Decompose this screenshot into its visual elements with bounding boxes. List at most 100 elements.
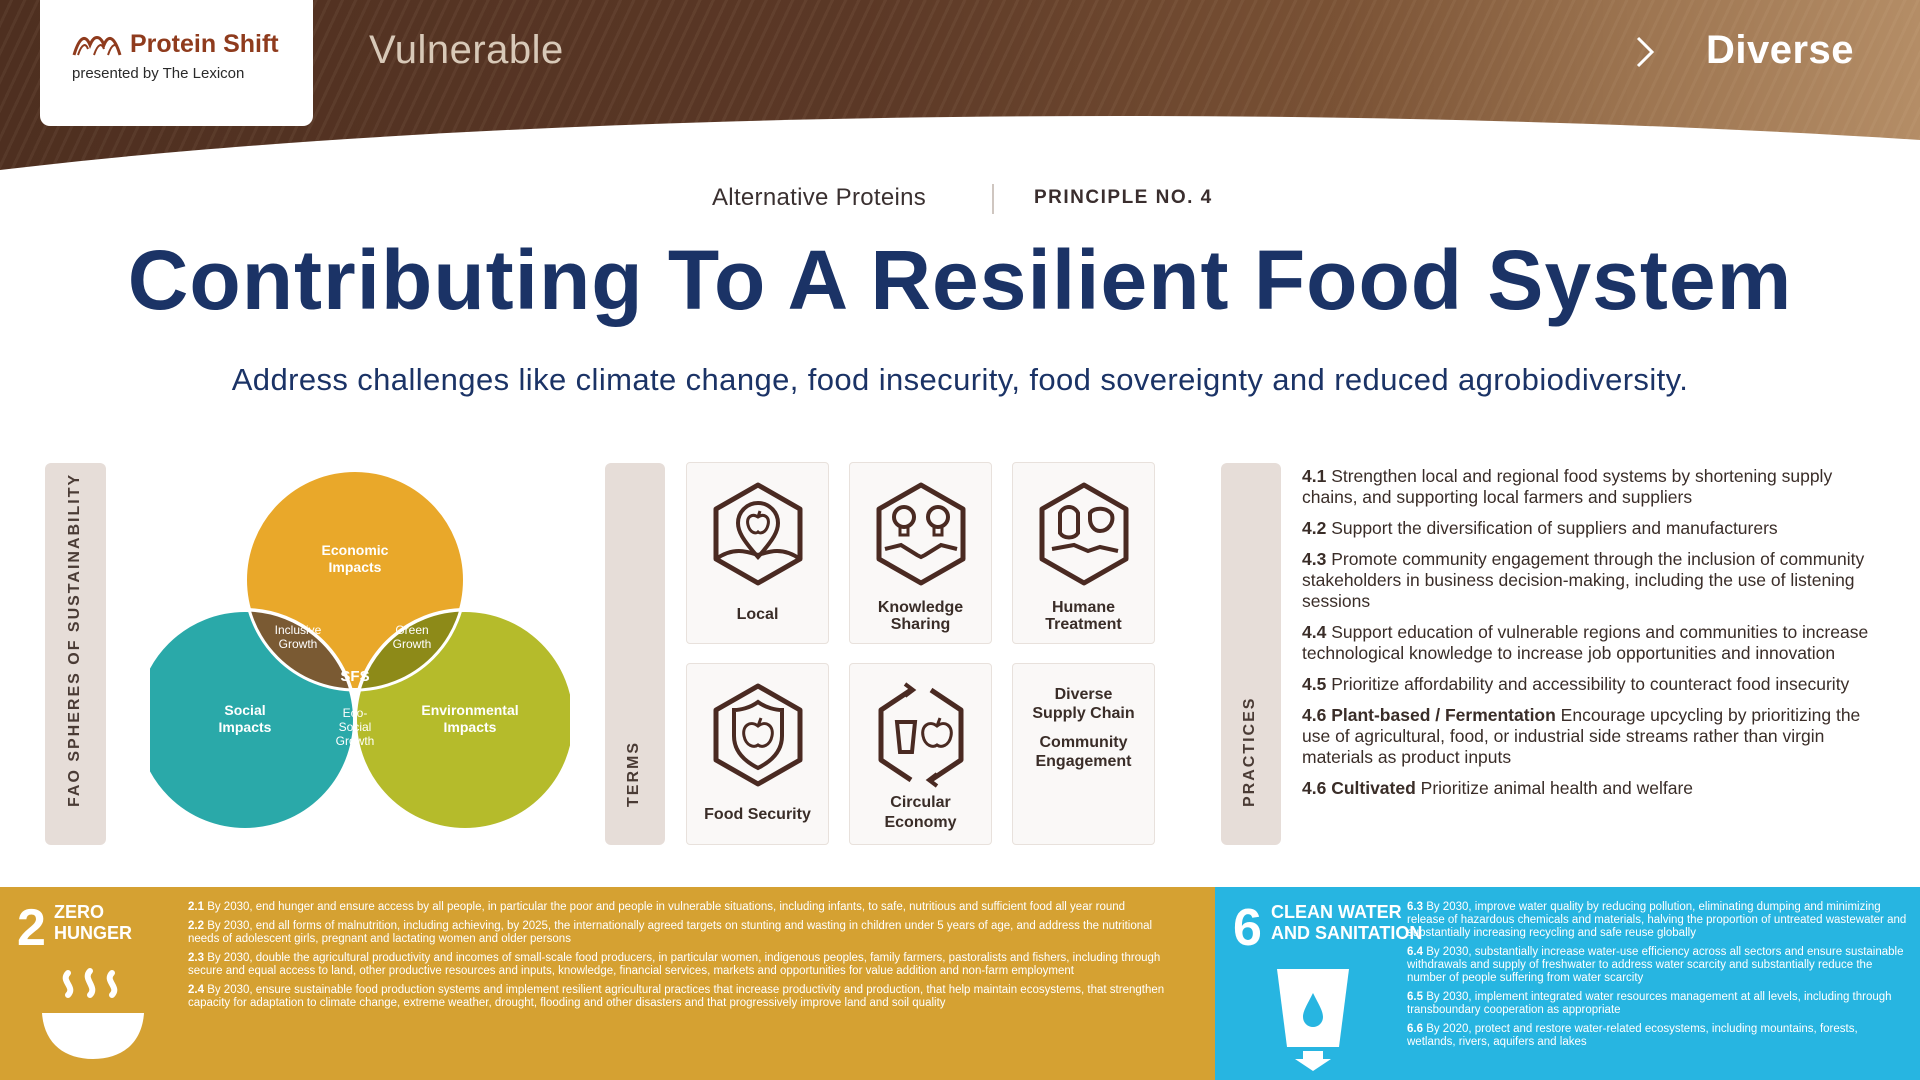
eco-social-label-2: Social [339, 720, 372, 734]
page-subtitle: Address challenges like climate change, … [231, 362, 1689, 397]
sdg6-target: 6.5 By 2030, implement integrated water … [1407, 991, 1892, 1016]
practice-item: 4.6 Plant-based / Fermentation Encourage… [1302, 705, 1861, 767]
water-glass-icon [1277, 969, 1349, 1071]
protein-shift-logo-icon [72, 35, 122, 55]
term-humane-treatment: Humane Treatment [1012, 462, 1155, 644]
svg-text:Economic: Economic [322, 542, 389, 558]
svg-text:Impacts: Impacts [444, 719, 497, 735]
inclusive-label-2: Growth [279, 637, 318, 651]
soup-bowl-icon [42, 968, 144, 1059]
environmental-label-1: Environmental [421, 702, 518, 718]
circular-economy-icon [878, 682, 964, 788]
sdg6-targets: 6.3 By 2030, improve water quality by re… [1407, 901, 1907, 1055]
practices-tab: PRACTICES [1221, 463, 1281, 845]
knowledge-sharing-icon [876, 482, 966, 586]
sdg6-target: 6.4 By 2030, substantially increase wate… [1407, 946, 1904, 984]
terms-tab-label: TERMS [625, 741, 642, 807]
practice-item: 4.6 Cultivated Prioritize animal health … [1302, 778, 1694, 798]
term-food-security-label: Food Security [704, 806, 811, 823]
header-wave [0, 116, 1920, 170]
social-label-1: Social [224, 702, 265, 718]
sdg6-panel: 6 CLEAN WATER AND SANITATION 6.3 By 2030… [1215, 887, 1920, 1080]
practices-list: 4.1 Strengthen local and regional food s… [1302, 466, 1882, 809]
term-humane-label-2: Treatment [1045, 616, 1122, 633]
sdg2-target: 2.2 By 2030, end all forms of malnutriti… [188, 920, 1153, 945]
sfs-label: SFS [340, 668, 369, 685]
shield-apple-icon [713, 683, 803, 787]
sdg6-target: 6.3 By 2030, improve water quality by re… [1407, 901, 1907, 939]
sdg2-target: 2.1 By 2030, end hunger and ensure acces… [188, 901, 1126, 913]
practices-tab-label: PRACTICES [1241, 696, 1258, 807]
social-label-2: Impacts [219, 719, 272, 735]
location-apple-icon [713, 482, 803, 586]
term-circular-label-2: Economy [884, 814, 957, 831]
svg-text:Inclusive: Inclusive [275, 623, 322, 637]
terms-tab: TERMS [605, 463, 665, 845]
term-knowledge-label-2: Sharing [890, 616, 951, 633]
green-label-2: Growth [393, 637, 432, 651]
sdg2-target: 2.4 By 2030, ensure sustainable food pro… [188, 984, 1165, 1009]
principle-label: PRINCIPLE NO. 4 [1034, 187, 1213, 208]
economic-label-2: Impacts [329, 559, 382, 575]
fao-venn-diagram: Economic Impacts Social Impacts Environm… [150, 470, 570, 830]
term-community-label-2: Engagement [1035, 753, 1132, 770]
eco-social-label-1: Eco- [343, 706, 368, 720]
divider [992, 184, 994, 214]
eco-social-label-3: Growth [336, 734, 375, 748]
term-knowledge-sharing: Knowledge Sharing [849, 462, 992, 644]
sdg6-number: 6 [1233, 899, 1262, 957]
svg-text:SFS: SFS [340, 668, 369, 685]
practice-item: 4.4 Support education of vulnerable regi… [1302, 622, 1869, 663]
sdg6-name-1: CLEAN WATER [1271, 902, 1402, 922]
term-food-security: Food Security [686, 663, 829, 845]
scale-right-label: Diverse [1706, 28, 1855, 72]
svg-text:Social: Social [224, 702, 265, 718]
fao-tab-label: FAO SPHERES OF SUSTAINABILITY [65, 472, 83, 807]
term-diverse-label-1: Diverse [1054, 686, 1113, 703]
inclusive-label-1: Inclusive [275, 623, 322, 637]
svg-text:Impacts: Impacts [219, 719, 272, 735]
term-diverse-label-2: Supply Chain [1032, 705, 1135, 722]
environmental-label-2: Impacts [444, 719, 497, 735]
term-circular-economy: Circular Economy [849, 663, 992, 845]
category-label: Alternative Proteins [712, 184, 927, 211]
practice-item: 4.5 Prioritize affordability and accessi… [1302, 674, 1850, 694]
sdg2-name-2: HUNGER [54, 923, 133, 943]
svg-text:Green: Green [395, 623, 428, 637]
sdg2-target: 2.3 By 2030, double the agricultural pro… [188, 952, 1161, 977]
presented-by: presented by The Lexicon [72, 65, 245, 82]
sdg6-target: 6.6 By 2020, protect and restore water-r… [1407, 1023, 1858, 1048]
svg-text:Environmental: Environmental [421, 702, 518, 718]
scale-left-label: Vulnerable [369, 28, 564, 72]
svg-text:Eco-: Eco- [343, 706, 368, 720]
term-local-label: Local [736, 606, 779, 623]
svg-text:Growth: Growth [393, 637, 432, 651]
sdg2-panel: 2 ZERO HUNGER 2.1 By 2030, end hunger an… [0, 887, 1215, 1080]
green-label-1: Green [395, 623, 428, 637]
logo-card[interactable]: Protein Shift presented by The Lexicon [40, 0, 313, 126]
page-title: Contributing To A Resilient Food System [127, 233, 1793, 327]
sdg2-number: 2 [17, 899, 46, 957]
svg-text:Growth: Growth [336, 734, 375, 748]
term-supply-community: Diverse Supply Chain Community Engagemen… [1012, 663, 1155, 845]
economic-label-1: Economic [322, 542, 389, 558]
animals-hand-icon [1039, 482, 1129, 586]
sdg2-targets: 2.1 By 2030, end hunger and ensure acces… [188, 901, 1178, 1016]
term-community-label-1: Community [1039, 734, 1128, 751]
term-local: Local [686, 462, 829, 644]
practice-item: 4.3 Promote community engagement through… [1302, 549, 1865, 611]
practice-item: 4.2 Support the diversification of suppl… [1302, 518, 1778, 538]
brand-name: Protein Shift [130, 30, 279, 58]
fao-tab: FAO SPHERES OF SUSTAINABILITY [45, 463, 106, 845]
sdg2-name-1: ZERO [54, 902, 105, 922]
svg-text:Social: Social [339, 720, 372, 734]
header-banner [0, 0, 1920, 170]
term-knowledge-label-1: Knowledge [877, 599, 964, 616]
scale-arrow-icon [640, 36, 1655, 68]
term-humane-label-1: Humane [1051, 599, 1116, 616]
practice-item: 4.1 Strengthen local and regional food s… [1302, 466, 1833, 507]
sdg6-name-2: AND SANITATION [1271, 923, 1423, 943]
term-circular-label-1: Circular [890, 794, 951, 811]
svg-text:Growth: Growth [279, 637, 318, 651]
